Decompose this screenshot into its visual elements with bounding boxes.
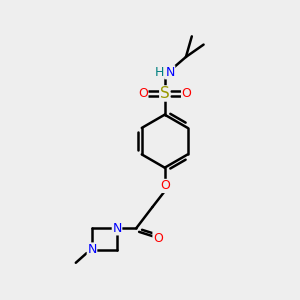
Text: S: S: [160, 86, 169, 101]
Text: O: O: [153, 232, 163, 245]
Text: O: O: [182, 87, 191, 100]
Text: O: O: [138, 87, 148, 100]
Text: N: N: [165, 66, 175, 79]
Text: H: H: [155, 66, 164, 79]
Text: N: N: [87, 243, 97, 256]
Text: O: O: [160, 179, 170, 192]
Text: N: N: [112, 222, 122, 235]
